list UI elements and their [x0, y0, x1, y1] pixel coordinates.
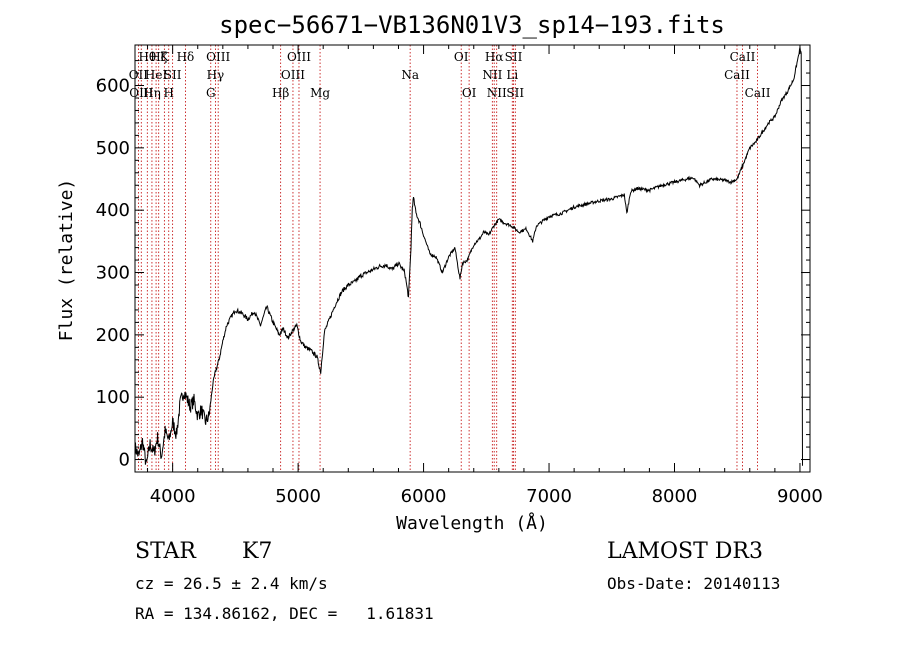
line-label: SII: [164, 68, 182, 82]
object-class: STAR: [135, 539, 196, 564]
line-label: CaII: [745, 86, 771, 100]
x-tick-label: 5000: [275, 486, 321, 507]
line-label: Mg: [310, 86, 330, 100]
line-label: OI: [454, 50, 469, 64]
line-label: Hη: [143, 86, 161, 100]
line-label: NII: [487, 86, 507, 100]
line-labels: OIIOIIIHθHηHeIHζKHSIIHδGHγOIIIHβOIIIOIII…: [129, 50, 771, 100]
line-label: Hζ: [150, 50, 167, 64]
y-tick-label: 200: [96, 325, 130, 346]
survey-name: LAMOST DR3: [607, 539, 763, 564]
y-axis: 0 100 200 300 400 500 600: [96, 60, 810, 471]
x-tick-label: 9000: [777, 486, 823, 507]
obs-date: Obs-Date: 20140113: [607, 574, 781, 593]
y-axis-label: Flux (relative): [56, 179, 77, 342]
line-label: HeI: [145, 68, 168, 82]
x-axis: 4000 5000 6000 7000 8000 9000: [147, 45, 823, 507]
line-label: CaII: [724, 68, 750, 82]
line-label: Hθ: [138, 50, 156, 64]
line-label: Hβ: [272, 86, 289, 100]
line-label: Hγ: [207, 68, 225, 82]
line-markers: [137, 45, 758, 472]
line-label: Hδ: [177, 50, 195, 64]
line-label: NII: [482, 68, 502, 82]
x-tick-label: 4000: [150, 486, 196, 507]
line-label: SII: [506, 86, 524, 100]
spectrum-chart: spec−56671−VB136N01V3_sp14−193.fits OII O…: [56, 11, 823, 534]
redshift-line: cz = 26.5 ± 2.4 km/s: [135, 574, 328, 593]
line-label: OIII: [281, 68, 305, 82]
line-label: Li: [506, 68, 518, 82]
x-axis-label: Wavelength (Å): [396, 512, 548, 534]
x-tick-label: 6000: [401, 486, 447, 507]
y-tick-label: 600: [96, 76, 130, 97]
x-tick-label: 7000: [526, 486, 572, 507]
plot-frame: [134, 44, 811, 473]
ra-dec-line: RA = 134.86162, DEC = 1.61831: [135, 604, 434, 623]
line-label: G: [206, 86, 216, 100]
spectrum-line: [134, 47, 803, 466]
chart-title: spec−56671−VB136N01V3_sp14−193.fits: [219, 11, 725, 39]
line-label: OII: [129, 68, 149, 82]
object-subclass: K7: [242, 539, 273, 564]
y-tick-label: 0: [119, 450, 130, 471]
y-tick-label: 300: [96, 263, 130, 284]
line-label: K: [160, 50, 170, 64]
line-label: Na: [401, 68, 419, 82]
x-tick-label: 8000: [652, 486, 698, 507]
line-label: H: [164, 86, 174, 100]
line-label: CaII: [730, 50, 756, 64]
line-label: OIII: [206, 50, 230, 64]
line-label: SII: [505, 50, 523, 64]
line-label: OI: [462, 86, 477, 100]
y-tick-label: 500: [96, 138, 130, 159]
line-label: OIII: [287, 50, 311, 64]
y-tick-label: 400: [96, 200, 130, 221]
y-tick-label: 100: [96, 387, 130, 408]
line-label: Hα: [485, 50, 504, 64]
